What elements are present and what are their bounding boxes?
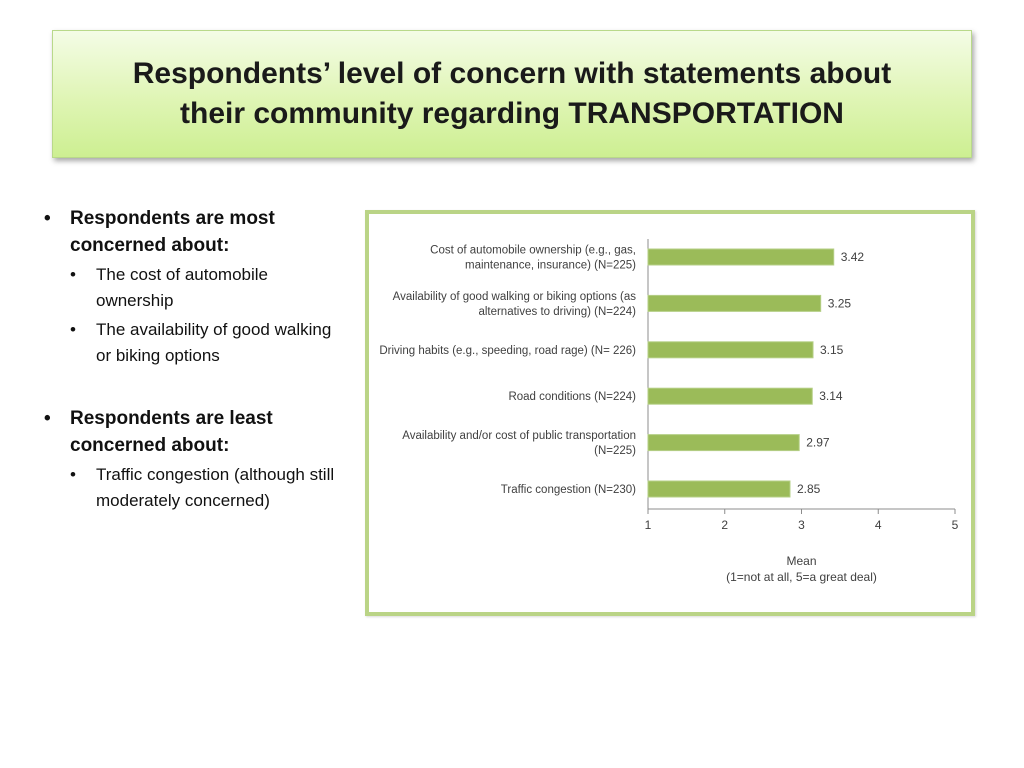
category-label: alternatives to driving) (N=224)	[478, 306, 636, 318]
summary-bullets: Respondents are most concerned about: Th…	[40, 205, 350, 514]
most-concerned-item: The availability of good walking or biki…	[40, 317, 350, 369]
bar-value-label: 2.97	[806, 436, 830, 450]
most-concerned-item: The cost of automobile ownership	[40, 262, 350, 314]
bar-value-label: 3.42	[841, 250, 865, 264]
x-tick-label: 5	[952, 518, 959, 532]
concern-bar-chart: 1 2 3 4 5 3.42 Cost of automobile ownership (e…	[379, 239, 959, 584]
category-label: Road conditions (N=224)	[508, 391, 636, 403]
category-label: (N=225)	[594, 445, 636, 457]
most-concerned-heading: Respondents are most concerned about:	[40, 205, 350, 259]
x-tick-label: 4	[875, 518, 882, 532]
x-tick-label: 3	[798, 518, 805, 532]
bar-value-label: 3.14	[819, 389, 843, 403]
bar-value-label: 3.15	[820, 343, 844, 357]
category-label: Traffic congestion (N=230)	[501, 484, 636, 496]
least-concerned-heading: Respondents are least concerned about:	[40, 405, 350, 459]
bar	[647, 248, 835, 266]
bar	[647, 434, 800, 452]
category-label: maintenance, insurance) (N=225)	[465, 260, 636, 272]
category-label: Availability and/or cost of public trans…	[402, 430, 636, 442]
bar	[647, 341, 814, 359]
x-axis-label: (1=not at all, 5=a great deal)	[726, 570, 877, 584]
slide-title: Respondents’ level of concern with state…	[132, 57, 892, 130]
bar-value-label: 2.85	[797, 482, 821, 496]
category-label: Availability of good walking or biking o…	[393, 291, 637, 303]
bar	[647, 387, 813, 405]
bar	[647, 480, 791, 498]
bar	[647, 294, 822, 312]
chart-frame: 1 2 3 4 5 3.42 Cost of automobile ownership (e…	[365, 210, 975, 616]
title-banner: Respondents’ level of concern with state…	[52, 30, 972, 158]
x-axis-label: Mean	[786, 554, 816, 568]
bar-value-label: 3.25	[828, 296, 852, 310]
x-tick-label: 2	[721, 518, 728, 532]
category-label: Driving habits (e.g., speeding, road rag…	[379, 345, 636, 357]
least-concerned-item: Traffic congestion (although still moder…	[40, 462, 350, 514]
x-tick-label: 1	[645, 518, 652, 532]
category-label: Cost of automobile ownership (e.g., gas,	[430, 245, 636, 257]
